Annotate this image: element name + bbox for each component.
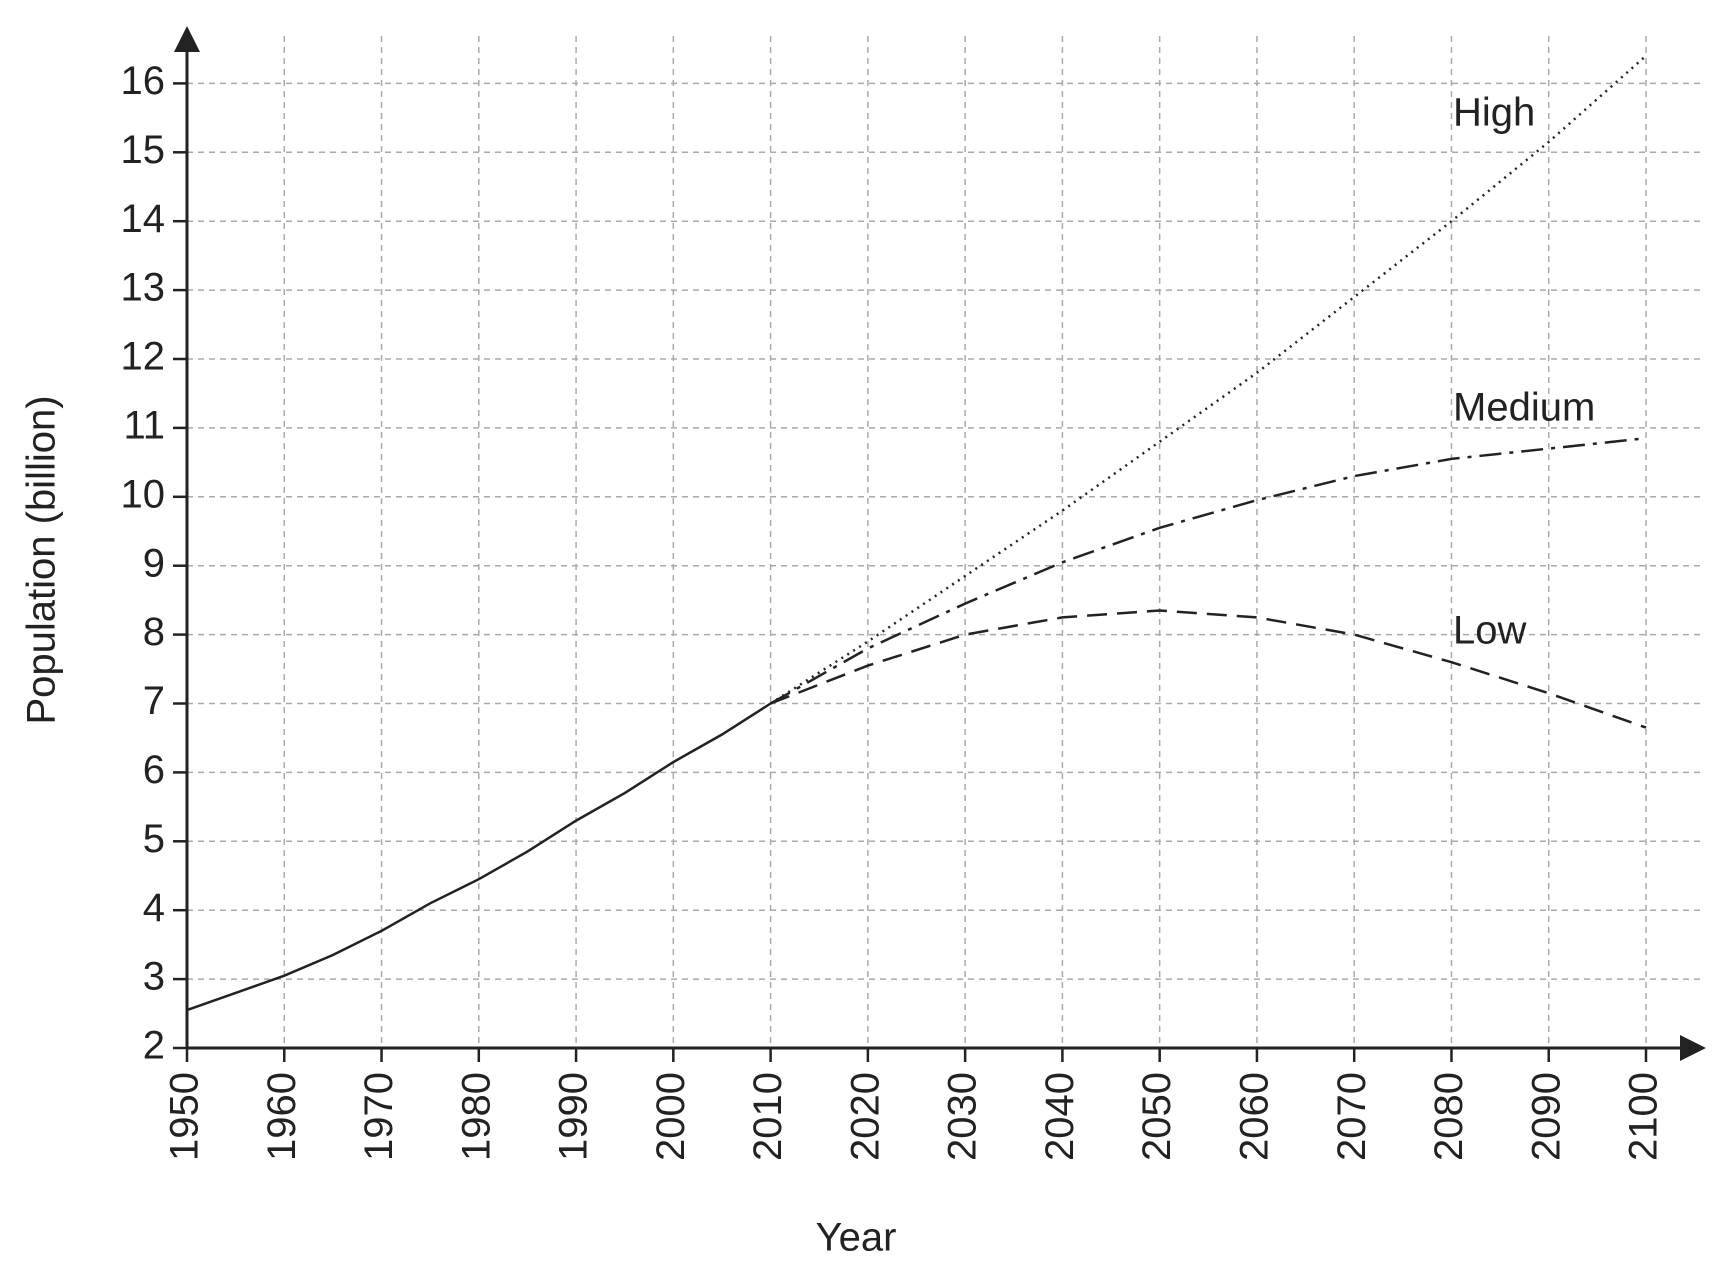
x-tick-label: 1980 — [454, 1072, 498, 1161]
x-tick-label: 2080 — [1427, 1072, 1471, 1161]
x-tick-label: 2050 — [1135, 1072, 1179, 1161]
series-line — [769, 436, 1647, 705]
x-tick-label: 1990 — [552, 1072, 596, 1161]
y-tick-label: 16 — [121, 59, 166, 103]
series-line — [770, 609, 1647, 729]
y-tick-label: 3 — [143, 955, 165, 999]
y-tick-label: 4 — [143, 886, 165, 930]
x-tick-label: 1950 — [163, 1072, 207, 1161]
y-tick-label: 10 — [121, 472, 166, 516]
y-tick-label: 9 — [143, 541, 165, 585]
series-label: High — [1453, 91, 1535, 135]
y-axis-label: Population (billion) — [20, 395, 64, 724]
y-axis-arrow — [174, 26, 200, 52]
y-tick-label: 7 — [143, 679, 165, 723]
x-axis-label: Year — [816, 1216, 897, 1260]
y-tick-label: 8 — [143, 610, 165, 654]
x-tick-label: 2040 — [1038, 1072, 1082, 1161]
x-tick-label: 2030 — [941, 1072, 985, 1161]
x-tick-label: 2090 — [1524, 1072, 1568, 1161]
series-label: Medium — [1453, 386, 1595, 430]
y-tick-label: 13 — [121, 266, 166, 310]
x-tick-label: 2020 — [843, 1072, 887, 1161]
y-tick-label: 14 — [121, 197, 166, 241]
x-tick-label: 2010 — [746, 1072, 790, 1161]
y-tick-label: 11 — [123, 403, 165, 447]
y-tick-label: 5 — [143, 817, 165, 861]
y-tick-label: 6 — [143, 748, 165, 792]
y-tick-label: 2 — [143, 1024, 165, 1068]
x-tick-label: 2060 — [1232, 1072, 1276, 1161]
series-label: Low — [1453, 609, 1526, 653]
y-tick-label: 15 — [121, 128, 166, 172]
x-tick-label: 1960 — [260, 1072, 304, 1161]
y-tick-label: 12 — [121, 335, 166, 379]
x-axis-arrow — [1680, 1035, 1706, 1061]
x-tick-label: 1970 — [357, 1072, 401, 1161]
series-line — [186, 702, 772, 1012]
x-tick-label: 2100 — [1622, 1072, 1666, 1161]
x-tick-label: 2000 — [649, 1072, 693, 1161]
x-tick-label: 2070 — [1330, 1072, 1374, 1161]
series-line — [769, 54, 1647, 705]
